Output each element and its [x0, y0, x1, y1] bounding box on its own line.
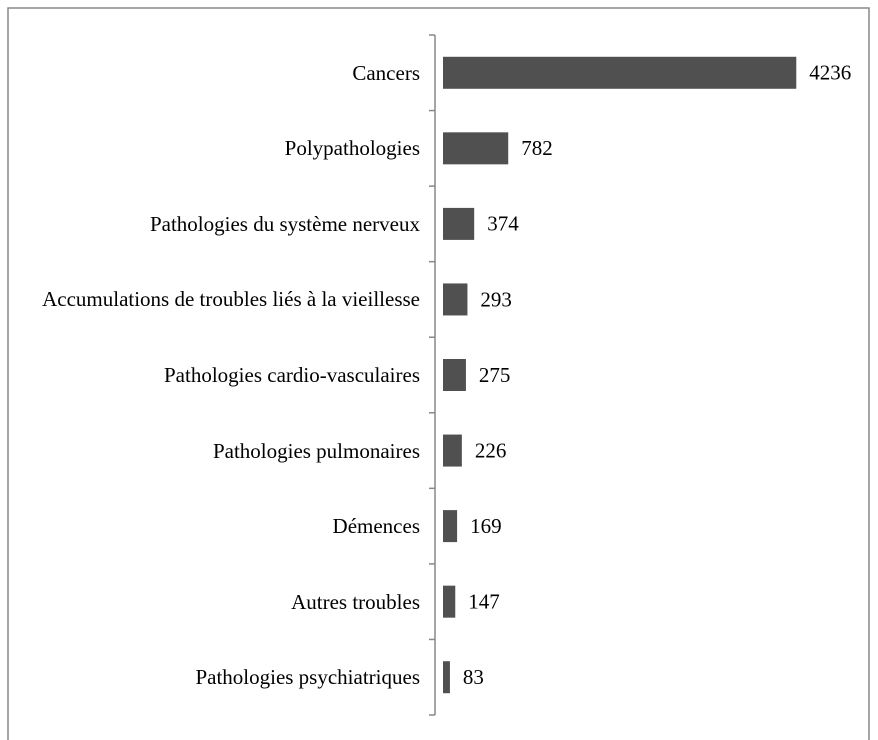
category-label: Polypathologies — [284, 136, 420, 161]
value-label: 83 — [463, 665, 484, 689]
bar — [443, 132, 509, 165]
bar — [443, 283, 468, 316]
value-label: 226 — [475, 438, 507, 462]
bar — [443, 510, 458, 543]
category-label: Autres troubles — [291, 589, 420, 614]
category-label: Pathologies cardio-vasculaires — [164, 363, 420, 387]
bar — [443, 434, 462, 467]
category-label: Démences — [332, 514, 420, 539]
value-label: 374 — [487, 212, 519, 236]
value-label: 275 — [479, 363, 511, 387]
value-label: 169 — [470, 514, 502, 538]
category-label: Cancers — [352, 60, 420, 85]
bar — [443, 661, 450, 694]
bar — [443, 207, 475, 240]
value-label: 4236 — [809, 61, 851, 85]
category-label: Pathologies psychiatriques — [195, 665, 420, 690]
bar — [443, 359, 466, 391]
value-label: 782 — [521, 136, 553, 160]
value-label: 293 — [480, 287, 512, 311]
category-label: Pathologies du système nerveux — [149, 211, 420, 236]
frame — [7, 7, 870, 740]
bar — [443, 56, 797, 89]
bar — [443, 585, 456, 618]
category-label: Accumulations de troubles liés à la viei… — [42, 287, 420, 312]
value-label: 147 — [468, 589, 500, 613]
category-label: Pathologies pulmonaires — [212, 438, 420, 463]
